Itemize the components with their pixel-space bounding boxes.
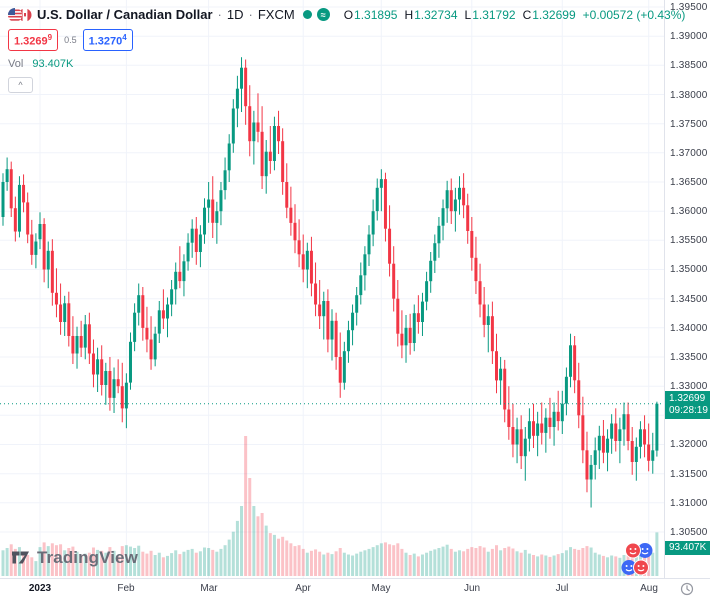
symbol-title[interactable]: U.S. Dollar / Canadian Dollar [37, 7, 213, 22]
emoji-reaction-button-1[interactable] [624, 542, 654, 559]
open-label: O [343, 7, 354, 22]
emoji-reaction-button-2[interactable] [620, 559, 650, 576]
interval-label[interactable]: 1D [226, 7, 244, 22]
price-axis-label: 1.33000 [670, 381, 708, 392]
volume-axis-badge: 93.407K [665, 541, 710, 555]
price-axis-label: 1.34500 [670, 294, 708, 305]
ohlc-values: O1.31895 H1.32734 L1.31792 C1.32699 +0.0… [344, 8, 686, 22]
high-value: 1.32734 [414, 7, 458, 22]
currency-pair-flags-icon [8, 7, 33, 22]
price-axis-label: 1.31000 [670, 498, 708, 509]
separator-dot: · [248, 7, 253, 22]
price-axis-label: 1.38000 [670, 90, 708, 101]
price-axis-label: 1.32000 [670, 439, 708, 450]
price-axis-label: 1.35500 [670, 235, 708, 246]
buy-price-button[interactable]: 1.32704 [82, 29, 133, 51]
last-price-value: 1.32699 [669, 393, 706, 404]
tradingview-logo[interactable]: TradingView [10, 547, 138, 568]
low-label: L [464, 7, 472, 22]
price-axis-label: 1.35000 [670, 264, 708, 275]
time-axis-label: Aug [640, 583, 658, 594]
exchange-label[interactable]: FXCM [257, 7, 295, 22]
low-value: 1.31792 [472, 7, 516, 22]
price-axis-label: 1.39500 [670, 2, 708, 13]
sell-price-button[interactable]: 1.32699 [8, 29, 59, 51]
time-axis-label: Mar [200, 583, 218, 594]
bid-ask-row: 1.32699 0.5 1.32704 [8, 29, 685, 51]
time-axis-label: Jul [555, 583, 569, 594]
volume-axis-value: 93.407K [669, 542, 707, 553]
time-axis-label: Jun [463, 583, 481, 594]
price-axis-label: 1.36000 [670, 206, 708, 217]
price-axis[interactable]: 1.39500 1.39000 1.38500 1.38000 1.37500 1.370… [664, 0, 710, 578]
price-axis-label: 1.39000 [670, 31, 708, 42]
open-value: 1.31895 [354, 7, 398, 22]
time-axis[interactable]: 2023 Feb Mar Apr May Jun Jul Aug [0, 578, 710, 600]
price-axis-label: 1.37000 [670, 148, 708, 159]
close-label: C [522, 7, 532, 22]
close-value: 1.32699 [532, 7, 576, 22]
time-axis-label: May [371, 583, 391, 594]
change-value: +0.00572 (+0.43%) [582, 7, 686, 22]
tradingview-logo-mark [12, 551, 29, 564]
time-axis-label: Feb [117, 583, 135, 594]
delayed-data-icon[interactable]: ≈ [316, 8, 330, 21]
volume-row: Vol 93.407K [8, 58, 685, 70]
tradingview-logo-text: TradingView [37, 547, 138, 567]
price-axis-label: 1.37500 [670, 119, 708, 130]
volume-label[interactable]: Vol [8, 57, 24, 70]
chart-legend: U.S. Dollar / Canadian Dollar · 1D · FXC… [8, 7, 685, 93]
price-axis-label: 1.31500 [670, 469, 708, 480]
spread-value: 0.5 [64, 34, 77, 45]
high-label: H [404, 7, 414, 22]
price-axis-label: 1.36500 [670, 177, 708, 188]
collapse-legend-button[interactable]: ^ [8, 76, 33, 93]
volume-value: 93.407K [32, 57, 74, 70]
price-axis-label: 1.34000 [670, 323, 708, 334]
price-axis-label: 1.38500 [670, 60, 708, 71]
price-axis-label: 1.33500 [670, 352, 708, 363]
bar-countdown: 09:28:19 [669, 405, 708, 416]
time-axis-settings-icon[interactable] [680, 582, 694, 596]
last-price-badge: 1.32699 09:28:19 [665, 391, 710, 419]
time-axis-label: 2023 [28, 583, 52, 594]
market-status-dot-icon[interactable] [302, 10, 312, 19]
time-axis-label: Apr [295, 583, 311, 594]
price-axis-label: 1.30500 [670, 527, 708, 538]
separator-dot: · [217, 7, 222, 22]
symbol-row: U.S. Dollar / Canadian Dollar · 1D · FXC… [8, 7, 685, 22]
